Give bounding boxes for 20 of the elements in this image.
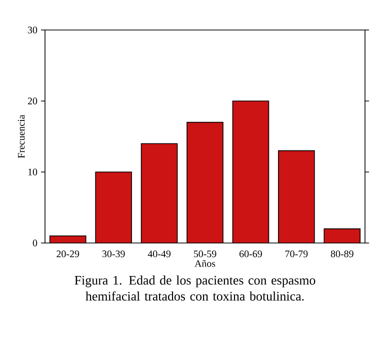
bar [232, 100, 269, 243]
text: Figura 1. Edad de los pacientes con espasmo hemifacial tratados con toxina botulinica. [74, 276, 316, 301]
x-axis-title: Años [194, 260, 216, 267]
x-tick-label: 50-59 [194, 250, 216, 258]
bar [187, 122, 223, 243]
x-tick-label: 70-79 [285, 250, 308, 258]
x-tick-label: 40-49 [148, 250, 171, 258]
x-tick-label: 30-39 [102, 250, 125, 258]
x-tick-label: 60-69 [240, 250, 262, 258]
y-axis-title: Frecuencia [18, 114, 25, 158]
y-tick-label: 20 [28, 98, 38, 104]
bar [141, 144, 178, 243]
y-tick-label: 0 [32, 240, 38, 246]
bar [96, 172, 132, 243]
bar [278, 150, 314, 243]
x-tick-label: 80-89 [330, 250, 354, 258]
bar [324, 228, 361, 243]
y-tick-label: 30 [28, 26, 38, 34]
y-tick-label: 10 [28, 168, 38, 176]
x-tick-label: 20-29 [56, 250, 80, 258]
